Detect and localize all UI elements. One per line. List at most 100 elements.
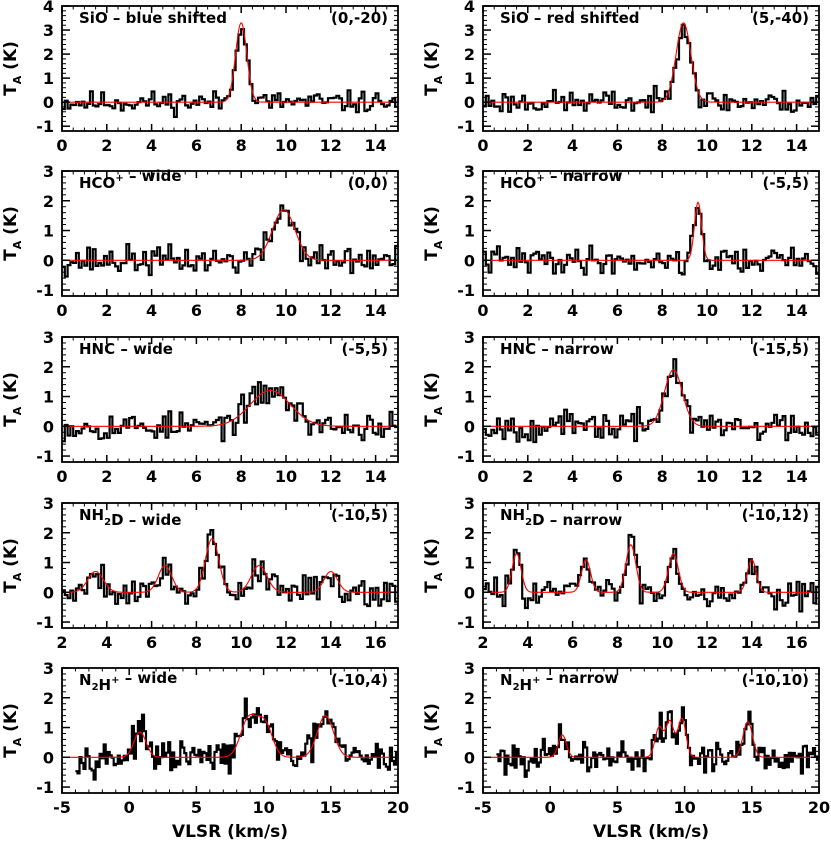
fit-line: [62, 22, 398, 103]
y-axis-label: TA (K): [1, 41, 24, 96]
x-tick-label: 10: [275, 467, 297, 486]
x-tick-label: 0: [56, 467, 67, 486]
spectrum-line: [483, 533, 819, 613]
x-tick-label: 8: [236, 467, 247, 486]
plot-frame: [482, 667, 820, 794]
y-tick-label: -1: [457, 613, 475, 632]
x-axis-label-right: VLSR (km/s): [593, 822, 709, 842]
x-tick-label: 8: [236, 301, 247, 320]
x-tick-label: 2: [522, 136, 533, 155]
y-tick-label: -1: [457, 447, 475, 466]
y-tick-label: 0: [43, 417, 54, 436]
fit-line: [62, 209, 398, 261]
x-tick-label: 6: [612, 301, 623, 320]
x-tick-label: 6: [191, 136, 202, 155]
y-tick-label: 3: [464, 162, 475, 181]
y-tick-label: 0: [464, 748, 475, 767]
x-tick-label: 4: [146, 136, 157, 155]
x-tick-label: 10: [230, 633, 252, 652]
x-tick-label: 10: [673, 798, 695, 817]
x-tick-label: 6: [191, 301, 202, 320]
panel-10: -5 0 5 10 15 20 -1 0 1 2 3 TA (K) N2H+ – narrow (-10,…: [422, 659, 830, 817]
x-tick-label: 20: [387, 798, 409, 817]
x-tick-label: 0: [477, 467, 488, 486]
panel-title: SiO – red shifted: [500, 9, 640, 27]
x-tick-label: 14: [785, 467, 807, 486]
panel-title: SiO – blue shifted: [79, 9, 227, 27]
panel-title: NH2D – narrow: [500, 506, 622, 529]
x-tick-label: 14: [785, 301, 807, 320]
x-tick-label: 2: [101, 467, 112, 486]
x-tick-label: 8: [612, 633, 623, 652]
x-tick-label: 12: [320, 301, 342, 320]
panel-9: -5 0 5 10 15 20 -1 0 1 2 3 TA (K) N2H+ – wide (-10,4): [1, 659, 409, 817]
x-tick-label: -5: [474, 798, 492, 817]
y-tick-label: 3: [43, 328, 54, 347]
y-tick-label: 4: [464, 0, 475, 16]
x-tick-label: 6: [191, 467, 202, 486]
y-tick-label: 1: [464, 222, 475, 241]
x-tick-label: 10: [696, 136, 718, 155]
y-tick-label: -1: [36, 281, 54, 300]
panel-position-label: (5,-40): [752, 9, 809, 27]
y-tick-label: -1: [457, 117, 475, 136]
x-tick-label: 12: [320, 136, 342, 155]
y-tick-label: 0: [43, 748, 54, 767]
y-axis-label: TA (K): [1, 538, 24, 593]
x-tick-label: 2: [56, 633, 67, 652]
y-axis-label: TA (K): [1, 372, 24, 427]
y-tick-label: 2: [43, 524, 54, 543]
panel-title: N2H+ – wide: [79, 669, 177, 694]
y-tick-label: 1: [43, 222, 54, 241]
x-tick-label: 4: [567, 301, 578, 320]
plot-frame: [61, 667, 399, 794]
fit-line: [62, 713, 398, 758]
y-tick-label: -1: [457, 281, 475, 300]
y-axis-label: TA (K): [422, 41, 445, 96]
y-tick-label: -1: [36, 613, 54, 632]
x-tick-label: 0: [124, 798, 135, 817]
y-tick-label: 2: [43, 358, 54, 377]
x-tick-label: 12: [320, 467, 342, 486]
y-tick-label: 1: [464, 719, 475, 738]
x-tick-label: 4: [567, 467, 578, 486]
x-tick-label: 14: [364, 301, 386, 320]
x-tick-label: 12: [741, 301, 763, 320]
x-tick-label: 6: [567, 633, 578, 652]
y-tick-label: 0: [43, 93, 54, 112]
x-tick-label: 2: [101, 136, 112, 155]
y-tick-label: 1: [43, 69, 54, 88]
x-tick-label: 10: [696, 301, 718, 320]
x-tick-label: 2: [522, 467, 533, 486]
panel-position-label: (0,-20): [331, 9, 388, 27]
fit-line: [483, 543, 819, 593]
y-tick-label: 3: [464, 328, 475, 347]
x-tick-label: 8: [191, 633, 202, 652]
y-tick-label: 0: [464, 583, 475, 602]
y-tick-label: 3: [43, 659, 54, 678]
y-tick-label: 2: [464, 192, 475, 211]
x-tick-label: 10: [252, 798, 274, 817]
x-tick-label: 12: [741, 467, 763, 486]
panel-position-label: (0,0): [348, 174, 388, 192]
x-tick-label: 10: [275, 136, 297, 155]
y-tick-label: 2: [464, 524, 475, 543]
panel-title: HNC – wide: [79, 340, 173, 358]
x-tick-label: 2: [101, 301, 112, 320]
spectrum-line: [483, 358, 819, 444]
panel-position-label: (-10,12): [742, 506, 809, 524]
x-tick-label: 12: [696, 633, 718, 652]
spectrum-line: [483, 207, 819, 276]
x-tick-label: 2: [477, 633, 488, 652]
x-tick-label: 14: [741, 633, 763, 652]
x-tick-label: 14: [320, 633, 342, 652]
fit-line: [483, 201, 819, 261]
x-axis-label-left: VLSR (km/s): [172, 822, 288, 842]
y-tick-label: -1: [457, 778, 475, 797]
x-tick-label: 12: [275, 633, 297, 652]
x-tick-label: 20: [808, 798, 830, 817]
